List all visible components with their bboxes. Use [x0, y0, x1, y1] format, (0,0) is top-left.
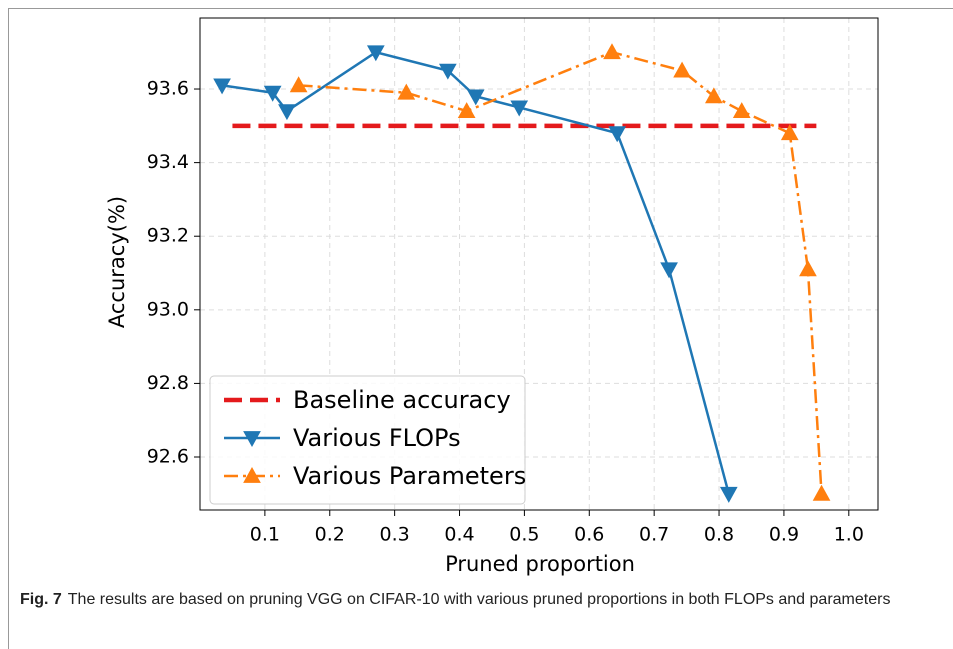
- x-tick-label: 0.5: [509, 524, 539, 546]
- caption-text: The results are based on pruning VGG on …: [67, 591, 891, 608]
- marker: [705, 87, 723, 104]
- x-tick-label: 0.9: [769, 524, 799, 546]
- marker: [438, 63, 457, 80]
- y-tick-label: 93.2: [147, 225, 189, 247]
- marker: [603, 43, 621, 60]
- marker: [799, 260, 817, 277]
- marker: [812, 484, 831, 501]
- marker: [780, 124, 799, 141]
- legend-label: Baseline accuracy: [293, 386, 511, 414]
- x-tick-label: 0.4: [444, 524, 474, 546]
- marker: [719, 486, 738, 503]
- legend-label: Various Parameters: [293, 462, 526, 490]
- x-tick-label: 0.2: [315, 524, 345, 546]
- x-tick-label: 0.1: [250, 524, 280, 546]
- y-tick-label: 93.4: [147, 151, 189, 173]
- x-tick-label: 0.8: [704, 524, 734, 546]
- marker: [660, 262, 678, 279]
- marker: [213, 78, 231, 95]
- chart: Pruned proportion Accuracy(%) 0.1 0.2 0.3 0…: [105, 17, 879, 576]
- y-tick-label: 92.8: [147, 372, 189, 394]
- legend-box: [209, 375, 526, 505]
- marker: [278, 104, 296, 121]
- marker: [466, 89, 485, 106]
- x-tick-label: 0.6: [574, 524, 604, 546]
- y-axis-label: Accuracy(%): [105, 196, 129, 328]
- marker: [457, 102, 476, 119]
- x-tick-label: 0.7: [639, 524, 669, 546]
- x-tick-label: 1.0: [834, 524, 864, 546]
- marker: [732, 102, 751, 119]
- legend-marker: [243, 466, 261, 483]
- plot-frame: [199, 17, 879, 511]
- y-tick-label: 92.6: [147, 446, 189, 468]
- marker: [263, 85, 282, 102]
- marker: [289, 76, 308, 93]
- y-tick-label: 93.6: [147, 78, 189, 100]
- y-tick-label: 93.0: [147, 298, 189, 320]
- figure-frame: [8, 8, 953, 649]
- marker: [366, 45, 385, 62]
- caption: Fig. 7 The results are based on pruning V…: [20, 586, 920, 614]
- marker: [673, 61, 691, 78]
- marker: [510, 100, 529, 117]
- legend-label: Various FLOPs: [293, 424, 461, 452]
- marker: [397, 83, 416, 100]
- series-line: [221, 50, 730, 495]
- caption-label: Fig. 7: [20, 591, 62, 608]
- marker: [608, 126, 627, 143]
- x-axis-label: Pruned proportion: [445, 552, 635, 576]
- series-line: [298, 50, 823, 494]
- legend-marker: [243, 431, 261, 448]
- x-tick-label: 0.3: [380, 524, 410, 546]
